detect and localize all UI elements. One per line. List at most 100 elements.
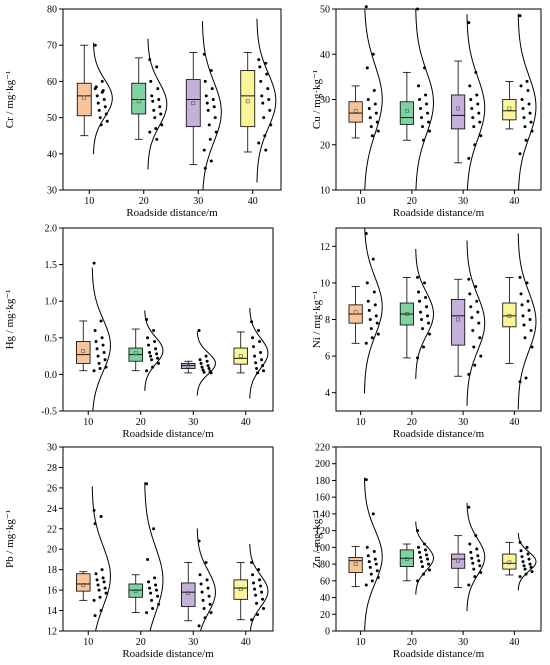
data-point <box>518 14 522 18</box>
data-point <box>426 314 430 318</box>
category-20: 20 <box>399 249 434 428</box>
data-point <box>99 515 103 519</box>
data-point <box>367 560 371 564</box>
data-point <box>203 79 207 83</box>
data-point <box>151 607 155 611</box>
chart-panel-3: -0.5 0.0 0.5 1.0 1.5 2.0 Hg / mg·kg⁻¹ Roadside … <box>4 224 274 440</box>
data-point <box>258 339 262 343</box>
x-tick-label: 20 <box>136 417 146 428</box>
mean-marker <box>404 557 409 561</box>
data-point <box>209 159 213 163</box>
data-point <box>368 116 372 120</box>
data-point <box>100 90 104 94</box>
category-30: 30 <box>185 21 222 207</box>
plot-frame <box>62 446 274 632</box>
x-tick-label: 40 <box>241 417 251 428</box>
category-40: 40 <box>502 13 537 207</box>
box <box>131 82 147 115</box>
data-point <box>206 586 210 590</box>
data-point <box>197 624 201 628</box>
y-tick-label: 24 <box>47 504 57 515</box>
data-point <box>258 65 262 69</box>
data-point <box>198 573 202 577</box>
data-point <box>478 120 482 124</box>
density-curve <box>517 13 537 191</box>
data-point <box>259 79 263 83</box>
y-tick-label: 70 <box>47 41 57 52</box>
data-point <box>158 105 162 109</box>
data-point <box>419 107 423 111</box>
category-10: 10 <box>76 42 113 207</box>
data-point <box>205 578 209 582</box>
data-point <box>476 310 480 314</box>
data-point <box>470 316 474 320</box>
mean-marker <box>245 99 250 104</box>
x-axis-title: Roadside distance/m <box>122 428 214 440</box>
data-point <box>474 285 478 289</box>
data-point <box>97 108 101 112</box>
y-tick-label: 10 <box>320 278 330 289</box>
y-tick-label: 6 <box>325 352 330 363</box>
chart-panel-2: 10 20 30 40 50 Cu / mg·kg⁻¹ Roadside distance/… <box>311 5 542 219</box>
data-point <box>199 361 203 365</box>
data-point <box>526 552 530 556</box>
data-point <box>526 88 530 92</box>
y-tick-label: 4 <box>325 388 330 399</box>
density-curve <box>466 240 486 406</box>
category-20: 20 <box>128 310 164 428</box>
data-point <box>375 569 379 573</box>
data-point <box>156 594 160 598</box>
data-point <box>528 318 532 321</box>
data-point <box>467 583 471 587</box>
data-point <box>145 482 149 486</box>
y-tick-label: 180 <box>315 476 330 487</box>
y-tick-label: 220 <box>315 443 330 454</box>
data-point <box>471 561 475 565</box>
data-point <box>102 98 106 101</box>
data-point <box>264 148 268 152</box>
data-point <box>475 299 479 303</box>
data-point <box>523 567 527 571</box>
data-point <box>522 323 526 327</box>
data-point <box>473 363 477 367</box>
data-point <box>477 321 481 325</box>
data-point <box>424 93 428 97</box>
data-point <box>260 590 264 594</box>
data-point <box>426 111 430 115</box>
x-tick-label: 40 <box>241 637 251 648</box>
data-point <box>368 318 372 321</box>
x-tick-label: 20 <box>407 417 417 428</box>
data-point <box>150 94 154 98</box>
data-point <box>150 358 154 362</box>
plot-frame <box>62 8 282 191</box>
mean-marker <box>82 95 87 100</box>
data-point <box>373 303 377 307</box>
data-point <box>468 292 472 296</box>
data-point <box>419 555 423 559</box>
data-point <box>145 611 149 615</box>
density-curve <box>249 307 269 399</box>
y-tick-label: 0 <box>325 627 330 638</box>
mean-marker <box>133 351 138 356</box>
category-30: 30 <box>451 240 486 428</box>
data-point <box>416 7 420 11</box>
mean-marker <box>238 587 243 591</box>
data-point <box>364 5 368 9</box>
data-point <box>103 358 107 362</box>
mean-marker <box>136 99 141 104</box>
data-point <box>420 116 424 120</box>
category-10: 10 <box>76 486 111 648</box>
data-point <box>375 321 379 325</box>
data-point <box>470 556 474 560</box>
density-curve <box>256 18 277 183</box>
mean-marker <box>456 317 461 322</box>
data-point <box>467 505 471 509</box>
data-point <box>94 339 98 343</box>
data-point <box>257 58 261 62</box>
mean-marker <box>404 108 409 113</box>
data-point <box>370 579 374 583</box>
data-point <box>364 341 368 345</box>
x-tick-label: 10 <box>84 196 94 207</box>
data-point <box>92 261 96 265</box>
x-axis-title: Roadside distance/m <box>393 648 485 660</box>
